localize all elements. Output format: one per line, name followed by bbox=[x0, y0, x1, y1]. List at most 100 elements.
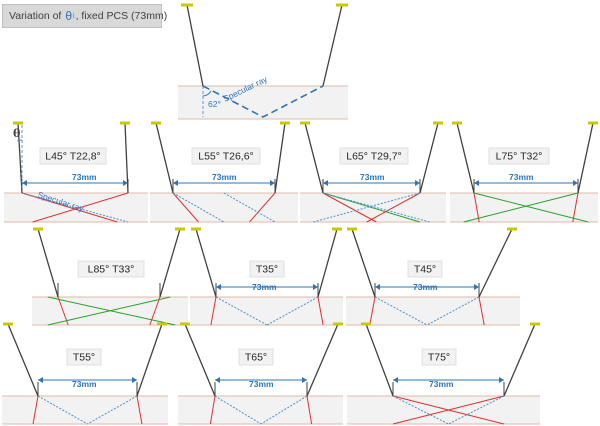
panel-label: L55° T26,6° bbox=[198, 151, 254, 163]
ray-3 bbox=[32, 395, 39, 425]
panel-plate bbox=[347, 396, 540, 424]
dimension-arrowhead-left bbox=[22, 180, 27, 186]
panel-label: T75° bbox=[428, 352, 450, 364]
panel-2: L55° T26,6° 73mm bbox=[150, 121, 298, 223]
ray-4 bbox=[136, 395, 143, 425]
dimension-arrowhead-right bbox=[302, 377, 307, 383]
ray-2 bbox=[260, 395, 308, 425]
dimension-label: 73mm bbox=[413, 282, 438, 292]
left-probe-shaft bbox=[195, 228, 217, 298]
panel-plate bbox=[4, 193, 148, 222]
left-probe-shaft bbox=[304, 122, 324, 194]
ray-4 bbox=[47, 296, 171, 326]
ray-1 bbox=[37, 395, 88, 425]
panel-9: T65° 73mm bbox=[178, 322, 343, 425]
ray-1 bbox=[473, 192, 480, 223]
left-probe-shaft bbox=[456, 122, 475, 194]
left-probe-shaft bbox=[17, 122, 23, 194]
panel-10: T75° 73mm bbox=[347, 322, 540, 425]
right-probe-shaft bbox=[478, 228, 513, 298]
dimension-arrowhead-right bbox=[270, 180, 275, 186]
dimension-arrowhead-left bbox=[216, 284, 221, 290]
ray-2 bbox=[426, 296, 480, 326]
panel-label: L75° T32° bbox=[496, 151, 543, 163]
panel-label-box bbox=[77, 260, 145, 278]
ray-2 bbox=[572, 192, 579, 223]
left-probe-shaft bbox=[155, 122, 174, 194]
ray-3 bbox=[172, 192, 225, 223]
right-probe-shaft bbox=[419, 122, 439, 194]
panel-3: L65° T29,7° 73mm bbox=[300, 121, 446, 223]
ray-2 bbox=[266, 296, 319, 326]
panel-plate bbox=[178, 396, 343, 424]
ray-3 bbox=[21, 192, 129, 223]
dimension-arrowhead-right bbox=[474, 284, 479, 290]
ray-1 bbox=[214, 395, 262, 425]
title-theta-symbol: θ bbox=[65, 9, 73, 23]
panel-label-box bbox=[339, 147, 409, 165]
dimension-label: 73mm bbox=[360, 172, 385, 182]
dimension-arrowhead-right bbox=[573, 180, 578, 186]
panel-label-box bbox=[191, 147, 261, 165]
ray-3 bbox=[210, 296, 217, 326]
panel-label: L45° T22,8° bbox=[45, 151, 101, 163]
dimension-label: 73mm bbox=[249, 379, 274, 389]
dimension-arrowhead-right bbox=[132, 377, 137, 383]
ray-4 bbox=[463, 192, 579, 223]
left-probe-shaft bbox=[365, 323, 394, 397]
dimension-label: 73mm bbox=[72, 379, 97, 389]
ray-1 bbox=[172, 192, 199, 223]
top-angle-label: 62° bbox=[208, 99, 221, 109]
ray-4 bbox=[322, 192, 430, 223]
left-probe-shaft bbox=[184, 323, 216, 397]
panel-label: T45° bbox=[414, 264, 436, 276]
panel-label-box bbox=[66, 348, 102, 366]
panel-label: T55° bbox=[73, 352, 95, 364]
dimension-arrowhead-left bbox=[215, 377, 220, 383]
panel-label-box bbox=[249, 260, 285, 278]
top-angle-arc bbox=[202, 90, 212, 97]
right-probe-shaft bbox=[317, 228, 338, 298]
panel-7: T45° 73mm bbox=[346, 227, 520, 326]
dimension-arrowhead-right bbox=[313, 284, 318, 290]
ray-3 bbox=[322, 192, 421, 223]
right-probe-shaft bbox=[577, 122, 594, 194]
top-specular-ray bbox=[202, 85, 324, 118]
ray-2 bbox=[32, 192, 129, 223]
dimension-label: 73mm bbox=[252, 282, 277, 292]
ray-4 bbox=[317, 296, 324, 326]
theta-label: θ bbox=[13, 127, 20, 140]
ray-2 bbox=[87, 395, 138, 425]
panel-label-box bbox=[421, 348, 457, 366]
top-example: 62° Specular ray bbox=[178, 3, 348, 120]
ray-2 bbox=[392, 395, 505, 425]
dimension-arrowhead-left bbox=[173, 180, 178, 186]
title-suffix: , fixed PCS (73mm) bbox=[75, 10, 168, 22]
panel-label: T65° bbox=[245, 352, 267, 364]
right-probe-shaft bbox=[159, 228, 181, 298]
ray-1 bbox=[21, 192, 118, 223]
panel-plate bbox=[2, 396, 168, 424]
ray-3 bbox=[473, 192, 589, 223]
ray-5 bbox=[313, 192, 421, 223]
top-left-probe-shaft bbox=[186, 4, 204, 87]
title-theta-subscript: i bbox=[73, 12, 75, 20]
panel-5: L85° T33° bbox=[32, 227, 188, 326]
panel-label-box bbox=[488, 147, 550, 165]
ray-4 bbox=[306, 395, 313, 425]
right-probe-shaft bbox=[306, 323, 339, 397]
panel-4: L75° T32° 73mm bbox=[450, 121, 598, 223]
panel-8: T55° 73mm bbox=[2, 322, 168, 425]
panel-label: T35° bbox=[256, 264, 278, 276]
top-plate bbox=[178, 86, 348, 119]
panel-label: L85° T33° bbox=[88, 264, 135, 276]
panel-plate bbox=[150, 193, 298, 222]
right-probe-shaft bbox=[136, 323, 163, 397]
dimension-label: 73mm bbox=[72, 172, 97, 182]
ray-4 bbox=[223, 192, 276, 223]
dimension-arrowhead-right bbox=[415, 180, 420, 186]
panel-label-box bbox=[238, 348, 274, 366]
left-probe-shaft bbox=[37, 228, 59, 298]
